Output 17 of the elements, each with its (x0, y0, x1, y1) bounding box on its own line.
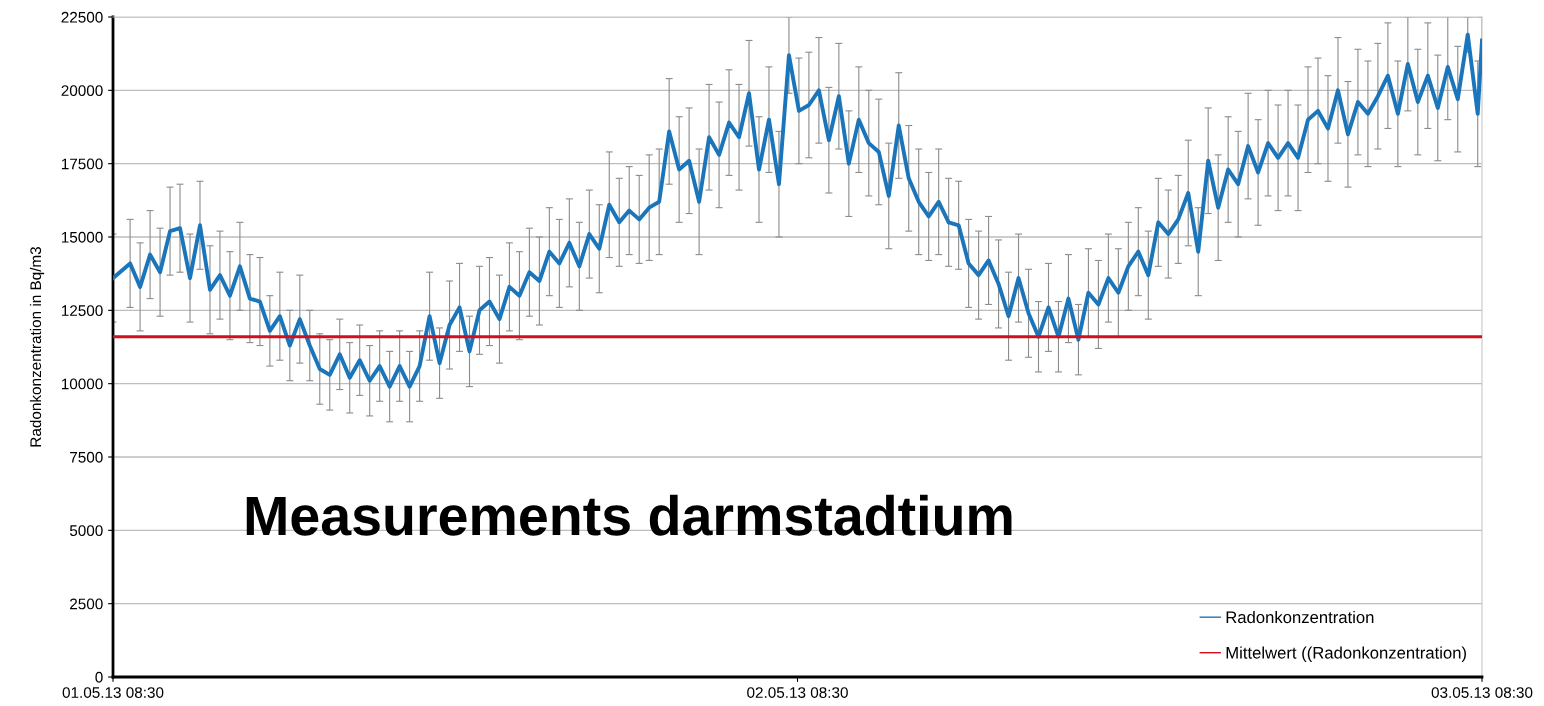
y-tick-label: 12500 (61, 305, 103, 317)
y-tick-label: 20000 (61, 85, 103, 97)
x-tick-label: 02.05.13 08:30 (747, 687, 848, 698)
legend-label: Mittelwert ((Radonkonzentration) (1226, 646, 1466, 662)
y-tick-label: 5000 (69, 525, 103, 537)
y-tick-label: 0 (95, 671, 103, 683)
y-axis-title: Radonkonzentration in Bq/m3 (29, 247, 45, 447)
y-tick-label: 7500 (70, 451, 103, 463)
y-tick-label: 2500 (70, 598, 103, 610)
y-tick-label: 22500 (61, 11, 103, 23)
y-tick-label: 10000 (61, 378, 103, 390)
x-tick-label: 01.05.13 08:30 (62, 687, 164, 698)
x-tick-label: 03.05.13 08:30 (1431, 687, 1533, 698)
y-tick-label: 15000 (61, 231, 103, 243)
annotation: Measurements darmstadtium (246, 494, 1012, 536)
y-tick-label: 17500 (61, 158, 103, 170)
legend-label: Radonkonzentration (1226, 610, 1374, 624)
